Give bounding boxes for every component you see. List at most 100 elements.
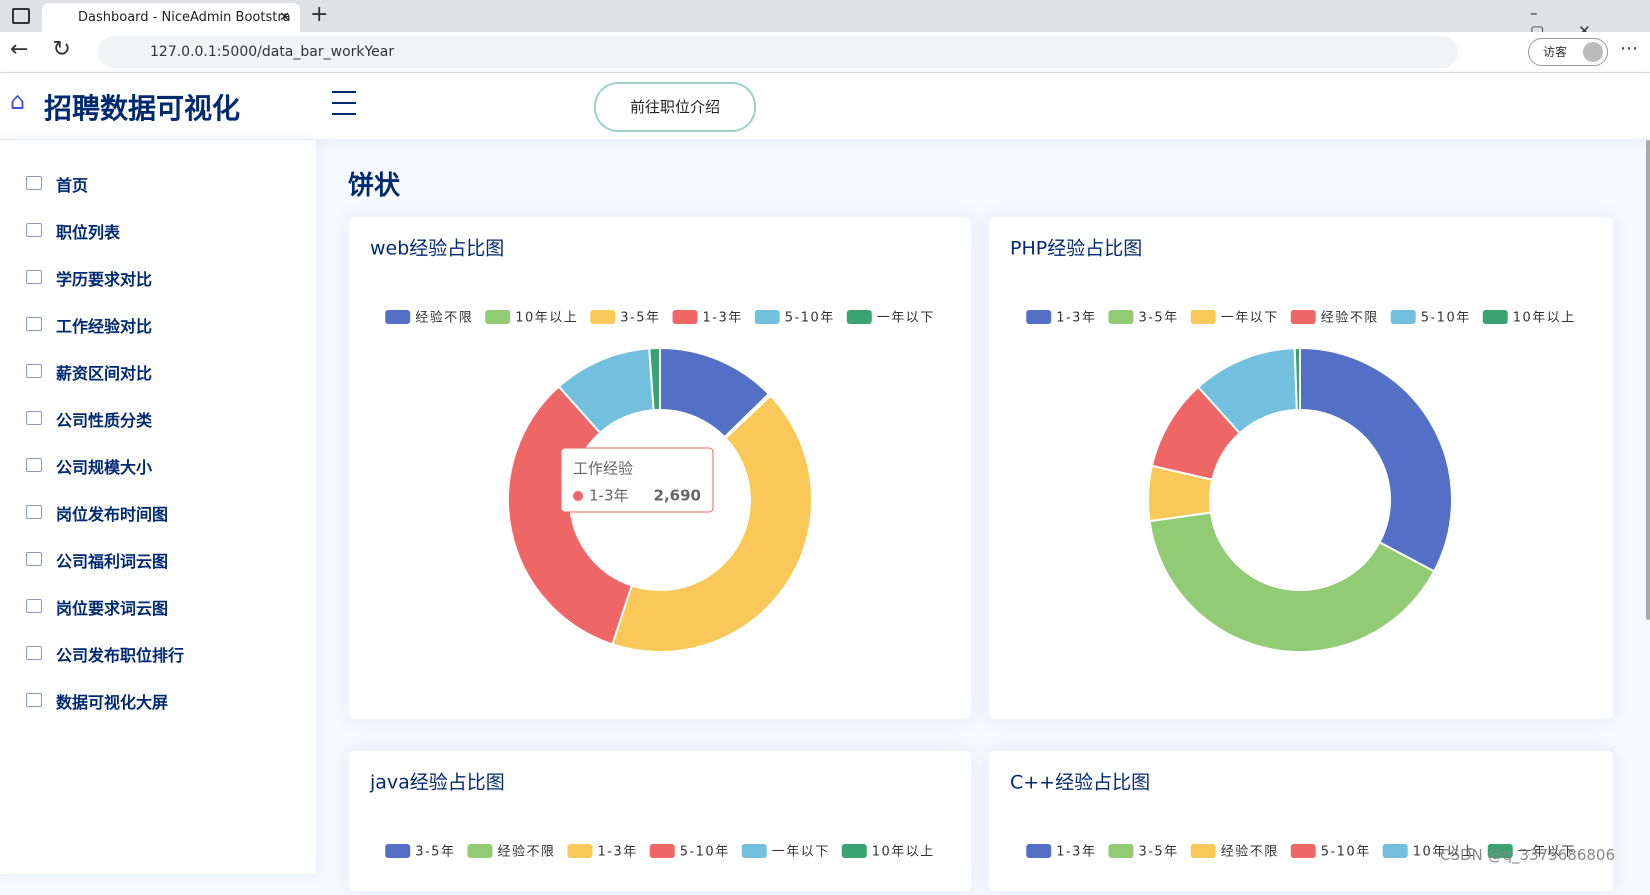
nav-item[interactable]: 公司发布职位排行 [56,646,185,665]
legend-marker [1290,844,1316,858]
tab-bar: Dashboard - NiceAdmin Bootstra ✕ + –▢✕ [0,0,1650,40]
nav-item[interactable]: 公司福利词云图 [56,552,169,571]
close[interactable]: ✕ [279,10,290,25]
legend-label: 经验不限 [1221,844,1279,860]
legend-marker [567,844,593,858]
legend-marker [467,844,493,858]
chart-title: C++经验占比图 [1010,772,1150,794]
nav-item[interactable]: 学历要求对比 [56,270,153,289]
legend-marker [1026,844,1052,858]
nav-item[interactable]: 岗位要求词云图 [56,599,169,618]
legend-marker [1190,844,1216,858]
url-field[interactable]: 127.0.0.1:5000/data_bar_workYear [98,36,1458,68]
legend-label: 5-10年 [1421,311,1471,326]
chart: java经验占比图 3-5年 经验不限 1-3年 5-10年 一年以下 10年以上 [369,772,935,860]
legend-label: 10年以上 [1413,845,1476,860]
legend-marker [1482,310,1508,324]
pie-slice [648,347,661,412]
nav-item[interactable]: 工作经验对比 [56,317,153,336]
legend-marker [841,844,867,858]
legend-marker [1487,844,1513,858]
scrollbar[interactable] [1646,140,1650,620]
legend-label: 一年以下 [1221,311,1279,326]
profile[interactable]: 访客 [1528,38,1608,66]
legend-marker [485,310,511,324]
nav-icon [26,411,42,425]
chart: C++经验占比图 1-3年 3-5年 经验不限 5-10年 10年以上 一年以下 [1010,772,1576,860]
pie-slice [507,385,633,646]
legend-label: 1-3年 [1056,845,1096,860]
legend-label: 3-5年 [1138,311,1178,326]
chart-card: java经验占比图 3-5年 经验不限 1-3年 5-10年 一年以下 10年以上 [349,751,971,891]
page-heading: 饼状 [348,171,401,201]
nav-item[interactable]: 公司性质分类 [56,411,153,430]
nav-buttons[interactable]: ←↻ [10,37,95,62]
nav-item[interactable]: 岗位发布时间图 [56,505,169,524]
tab-icon[interactable] [12,8,30,24]
legend-label: 3-5年 [415,845,455,860]
legend-label: 5-10年 [1321,845,1371,860]
legend-label: 10年以上 [515,311,578,326]
tooltip-label: 1-3年 [589,487,629,505]
home-icon: ⌂ [10,87,26,115]
legend-marker [741,844,767,858]
nav-icon [26,693,42,707]
nav-icon [26,223,42,237]
nav-button[interactable]: 前往职位介绍 [594,82,756,132]
brand[interactable]: 招聘数据可视化 [44,92,241,125]
legend-label: 经验不限 [497,844,555,860]
nav-item[interactable]: 数据可视化大屏 [56,693,169,712]
legend-label: 1-3年 [1056,311,1096,326]
chart-title: java经验占比图 [369,772,505,794]
tooltip-title: 工作经验 [573,460,633,478]
chart-title: web经验占比图 [370,238,504,260]
nav-icon [26,458,42,472]
chart-card: web经验占比图 经验不限 10年以上 3-5年 1-3年 5-10年 一年以下 工作经验 1-… [349,217,971,719]
legend-label: 3-5年 [1138,845,1178,860]
address-bar: ←↻ 127.0.0.1:5000/data_bar_workYear 访客 ⋯ [0,32,1650,73]
new-tab[interactable]: + [310,2,329,27]
legend-marker [672,310,698,324]
legend-marker [1108,310,1134,324]
legend-label: 5-10年 [680,845,730,860]
nav-icon [26,364,42,378]
toggle[interactable] [332,91,356,115]
legend-marker [590,310,616,324]
tooltip-box [560,447,714,513]
nav-item[interactable]: 首页 [56,176,89,195]
nav-icon [26,270,42,284]
legend-marker [1190,310,1216,324]
url: 127.0.0.1:5000/data_bar_workYear [150,44,395,60]
nav-item[interactable]: 薪资区间对比 [56,364,153,383]
nav-item[interactable]: 职位列表 [56,223,121,242]
app-header: ⌂ 招聘数据可视化 前往职位介绍 [0,73,1650,139]
menu[interactable]: ⋯ [1620,38,1638,59]
sidebar: 首页职位列表学历要求对比 工作经验对比 薪资区间对比 公司性质分类 公司规模大小 岗位发布… [0,140,316,874]
nav-icon [26,552,42,566]
legend-label: 一年以下 [1518,845,1576,860]
legend-marker [1290,310,1316,324]
pie-slice [1148,511,1436,653]
legend-label: 一年以下 [772,845,830,860]
legend-label: 经验不限 [415,310,473,326]
tab-title: Dashboard - NiceAdmin Bootstra [78,10,291,25]
nav-icon [26,505,42,519]
legend: 经验不限 10年以上 3-5年 1-3年 5-10年 一年以下 [385,310,935,326]
watermark: CSDN @q_3375686806 [1440,846,1615,864]
legend: 1-3年 3-5年 一年以下 经验不限 5-10年 10年以上 [1026,310,1574,326]
legend-label: 3-5年 [620,311,660,326]
nav-item[interactable]: 公司规模大小 [56,458,153,477]
nav-icon [26,646,42,660]
nav-icon [26,176,42,190]
tooltip: 工作经验 1-3年 2,690 [560,447,714,513]
legend-label: 一年以下 [877,311,935,326]
pie-slice [1299,347,1453,573]
tab[interactable]: Dashboard - NiceAdmin Bootstra ✕ [42,3,300,32]
page: Dashboard - NiceAdmin Bootstra ✕ + –▢✕ ←↻… [0,0,1650,874]
chart-card: C++经验占比图 1-3年 3-5年 经验不限 5-10年 10年以上 一年以下 [989,751,1613,891]
legend-label: 10年以上 [872,845,935,860]
tooltip-value: 2,690 [654,487,701,505]
tooltip-dot [573,491,583,501]
legend-marker [1382,844,1408,858]
